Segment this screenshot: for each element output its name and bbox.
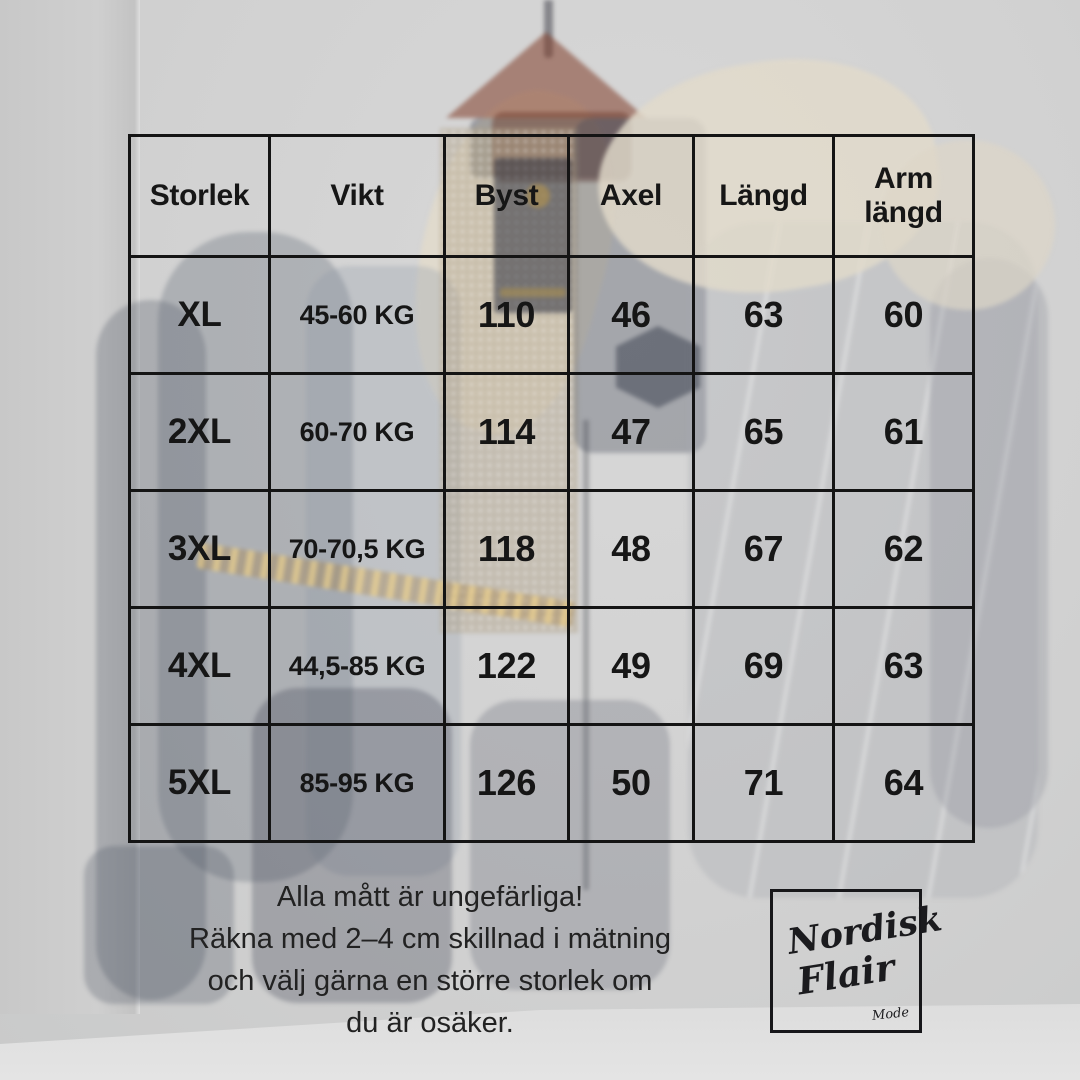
- header-row: Storlek Vikt Byst Axel Längd Arm längd: [128, 134, 975, 258]
- cell-r3-c0: 4XL: [128, 606, 271, 726]
- table-row-1: 2XL 60-70 KG 114 47 65 61: [128, 372, 975, 492]
- cell-r1-c1: 60-70 KG: [268, 372, 446, 492]
- cell-r4-c2: 126: [443, 723, 570, 843]
- jacket-cuff: [84, 846, 234, 1004]
- cell-r0-c2: 110: [443, 255, 570, 375]
- column-header-5: Arm längd: [832, 134, 975, 258]
- column-header-3: Axel: [567, 134, 695, 258]
- cell-r2-c0: 3XL: [128, 489, 271, 609]
- cell-r1-c2: 114: [443, 372, 570, 492]
- cell-r3-c5: 63: [832, 606, 975, 726]
- column-header-4: Längd: [692, 134, 835, 258]
- column-header-0: Storlek: [128, 134, 271, 258]
- cell-r1-c3: 47: [567, 372, 695, 492]
- cell-r0-c1: 45-60 KG: [268, 255, 446, 375]
- hanger-hook: [544, 0, 553, 58]
- cell-r4-c0: 5XL: [128, 723, 271, 843]
- cell-r4-c4: 71: [692, 723, 835, 843]
- cell-r2-c5: 62: [832, 489, 975, 609]
- brand-logo-box: Nordisk Flair Mode: [770, 889, 945, 1033]
- cell-r4-c3: 50: [567, 723, 695, 843]
- cell-r0-c3: 46: [567, 255, 695, 375]
- table-row-4: 5XL 85-95 KG 126 50 71 64: [128, 723, 975, 843]
- table-row-2: 3XL 70-70,5 KG 118 48 67 62: [128, 489, 975, 609]
- size-table-body: XL 45-60 KG 110 46 63 60 2XL 60-70 KG 114 47 65 61 3…: [128, 255, 975, 843]
- table-row-0: XL 45-60 KG 110 46 63 60: [128, 255, 975, 375]
- cell-r0-c5: 60: [832, 255, 975, 375]
- size-table-header: Storlek Vikt Byst Axel Längd Arm längd: [128, 134, 975, 258]
- cell-r3-c3: 49: [567, 606, 695, 726]
- cell-r2-c2: 118: [443, 489, 570, 609]
- wooden-hanger: [446, 32, 646, 118]
- cell-r1-c0: 2XL: [128, 372, 271, 492]
- brand-logo-tagline: Mode: [871, 1005, 910, 1024]
- cell-r2-c3: 48: [567, 489, 695, 609]
- size-table: Storlek Vikt Byst Axel Längd Arm längd XL 45-6…: [128, 134, 975, 843]
- cell-r3-c2: 122: [443, 606, 570, 726]
- cell-r0-c4: 63: [692, 255, 835, 375]
- cell-r0-c0: XL: [128, 255, 271, 375]
- column-header-2: Byst: [443, 134, 570, 258]
- wall-edge: [0, 0, 140, 1014]
- table-row-3: 4XL 44,5-85 KG 122 49 69 63: [128, 606, 975, 726]
- cell-r1-c4: 65: [692, 372, 835, 492]
- cell-r1-c5: 61: [832, 372, 975, 492]
- cell-r2-c1: 70-70,5 KG: [268, 489, 446, 609]
- column-header-1: Vikt: [268, 134, 446, 258]
- cell-r3-c4: 69: [692, 606, 835, 726]
- measurement-disclaimer: Alla mått är ungefärliga! Räkna med 2–4 …: [189, 881, 671, 1039]
- cell-r3-c1: 44,5-85 KG: [268, 606, 446, 726]
- cell-r4-c5: 64: [832, 723, 975, 843]
- cell-r2-c4: 67: [692, 489, 835, 609]
- cell-r4-c1: 85-95 KG: [268, 723, 446, 843]
